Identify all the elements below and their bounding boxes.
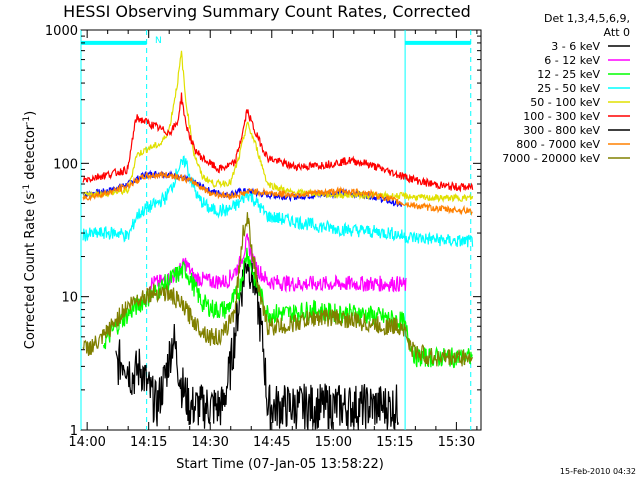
y-tick-label: 1 [70,424,78,439]
legend-entry-label: 6 - 12 keV [544,54,600,67]
y-tick-label: 10 [61,291,78,306]
legend-header: Det 1,3,4,5,6,9, [544,12,630,25]
x-tick-label: 15:00 [315,435,352,450]
x-tick-label: 15:30 [438,435,475,450]
chart-title: HESSI Observing Summary Count Rates, Cor… [63,2,471,21]
legend-entry-label: 25 - 50 keV [537,82,600,95]
y-axis-label: Corrected Count Rate (s-1 detector-1) [22,111,38,349]
x-tick-label: 15:15 [376,435,413,450]
legend-header: Att 0 [604,26,630,39]
series-line-1 [148,233,407,293]
series-line-3 [82,155,474,248]
series-line-4 [82,50,474,203]
legend-entry-label: 7000 - 20000 keV [502,152,600,165]
legend-entry-label: 50 - 100 keV [530,96,600,109]
x-tick-label: 14:15 [130,435,167,450]
series-line-8 [82,212,474,367]
legend-entry-label: 100 - 300 keV [523,110,600,123]
footer-date: 15-Feb-2010 04:32 [560,467,636,476]
x-tick-label: 14:30 [191,435,228,450]
series-line-0 [115,251,399,430]
series-line-7 [82,170,473,217]
series-line-5 [82,92,474,193]
legend-entry-label: 300 - 800 keV [523,124,600,137]
x-axis-label: Start Time (07-Jan-05 13:58:22) [176,457,384,472]
series-line-2 [103,247,473,369]
series-layer [82,50,474,430]
x-tick-label: 14:00 [68,435,105,450]
axis-layer: 14:00 14:15 14:30 14:45 15:00 15:15 15:30 1 10 10… [45,24,481,450]
y-tick-label: 100 [53,157,78,172]
x-tick-label: 14:45 [253,435,290,450]
legend-entry-label: 12 - 25 keV [537,68,600,81]
y-tick-label: 1000 [45,24,78,39]
annotation-label: N [155,36,162,46]
legend-entry-label: 3 - 6 keV [551,40,600,53]
legend-entry-label: 800 - 7000 keV [516,138,600,151]
